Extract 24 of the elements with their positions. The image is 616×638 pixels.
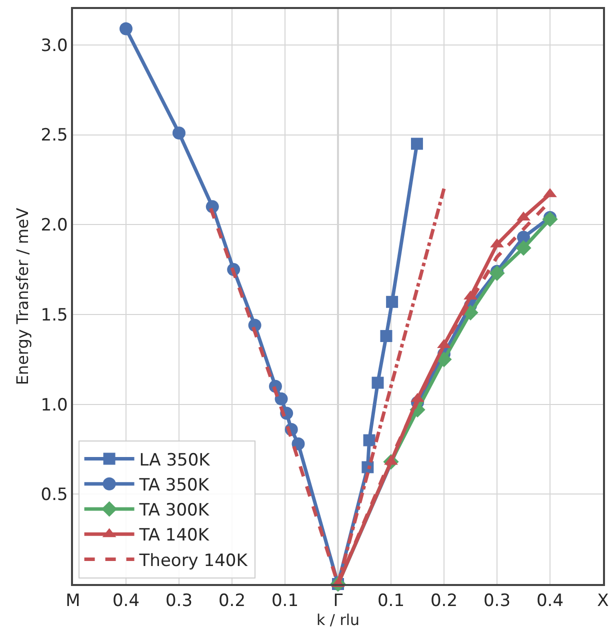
x-tick-label: 0.1 [377, 591, 405, 612]
y-tick-label: 3.0 [40, 36, 68, 56]
x-tick-label: 0.3 [165, 591, 193, 612]
y-tick-label: 1.0 [40, 395, 68, 416]
y-tick-label: 0.5 [40, 485, 68, 506]
x-axis-title: k / rlu [316, 611, 360, 630]
legend-label: LA 350K [139, 450, 211, 470]
x-tick-label: 0.4 [536, 591, 564, 612]
y-tick-label: 2.5 [40, 126, 68, 146]
legend-label: TA 140K [138, 526, 210, 546]
x-tick-label: 0.4 [112, 591, 140, 612]
x-tick-label: X [597, 591, 610, 612]
x-tick-label: M [66, 591, 80, 612]
x-tick-label: 0.3 [483, 591, 511, 612]
y-tick-label: 1.5 [40, 305, 68, 326]
y-tick-label: 2.0 [40, 216, 68, 236]
x-tick-label: Γ [333, 591, 344, 612]
x-tick-label: 0.2 [218, 591, 246, 612]
legend-label: Theory 140K [138, 550, 248, 571]
x-tick-label: 0.2 [430, 591, 458, 612]
x-tick-label: 0.1 [271, 591, 299, 612]
legend-label: TA 350K [138, 476, 210, 496]
legend-label: TA 300K [138, 500, 210, 521]
y-axis-title: Energy Transfer / meV [13, 208, 32, 386]
